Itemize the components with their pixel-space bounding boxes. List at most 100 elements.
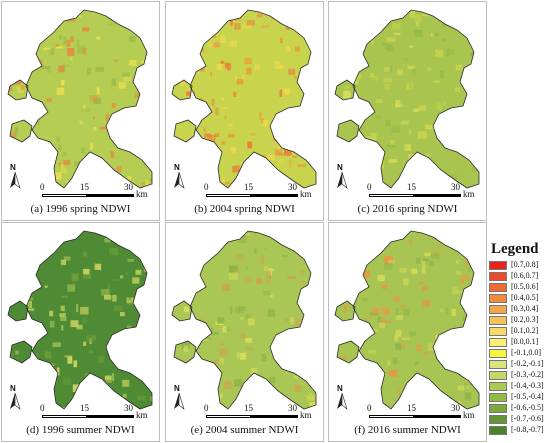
- legend-item: [0.7,0.8]: [489, 260, 549, 271]
- island-outline: [9, 119, 33, 143]
- legend-title: Legend: [491, 241, 539, 257]
- panel-caption: (c) 2016 spring NDWI: [357, 203, 458, 215]
- scale-bar-graphic: [206, 194, 298, 197]
- scale-tick-label: 30: [451, 403, 460, 413]
- ndwi-map: [334, 230, 480, 410]
- scale-unit: km: [136, 410, 148, 420]
- panel-caption: (e) 2004 summer NDWI: [190, 424, 299, 436]
- legend-label: [-0.1,0.0]: [511, 348, 541, 357]
- scale-tick-label: 30: [288, 182, 297, 192]
- scale-bar: 0 15 30 km: [367, 403, 475, 427]
- legend-item: [-0.1,0.0]: [489, 348, 549, 359]
- study-area-outline: [189, 9, 317, 189]
- legend-swatch: [489, 272, 507, 281]
- map-panel-6: N 0 15 30 km (f) 2016 summer NDWI: [328, 222, 487, 442]
- scale-tick-label: 0: [367, 182, 372, 192]
- scale-bar: 0 15 30 km: [40, 403, 148, 427]
- legend-swatch: [489, 426, 507, 435]
- legend-swatch: [489, 316, 507, 325]
- north-arrow-icon: N: [335, 384, 349, 411]
- scale-tick-label: 15: [244, 403, 253, 413]
- north-arrow-icon: N: [172, 384, 186, 411]
- legend-item: [0.2,0.3]: [489, 315, 549, 326]
- legend-item: [-0.7,-0.6]: [489, 414, 549, 425]
- legend-item: [0.5,0.6]: [489, 282, 549, 293]
- legend-swatch: [489, 404, 507, 413]
- legend-item: [-0.6,-0.5]: [489, 403, 549, 414]
- legend-label: [0.2,0.3]: [511, 315, 539, 324]
- legend-label: [-0.7,-0.6]: [511, 414, 544, 423]
- legend: Legend [0.7,0.8] [0.6,0.7] [0.5,0.6] [0.4,0…: [487, 237, 549, 442]
- north-arrow-icon: N: [8, 384, 22, 411]
- island-outline: [173, 119, 197, 143]
- scale-tick-label: 15: [407, 403, 416, 413]
- legend-item: [-0.3,-0.2]: [489, 370, 549, 381]
- scale-bar-graphic: [42, 415, 134, 418]
- ndwi-map: [7, 230, 153, 410]
- north-arrow-icon: N: [335, 163, 349, 190]
- scale-bar-graphic: [206, 415, 298, 418]
- legend-item: [0.6,0.7]: [489, 271, 549, 282]
- north-label: N: [10, 384, 16, 393]
- legend-item: [-0.4,-0.3]: [489, 381, 549, 392]
- ndwi-map: [7, 9, 153, 189]
- legend-item: [-0.5,-0.4]: [489, 392, 549, 403]
- legend-item: [0.0,0.1]: [489, 337, 549, 348]
- legend-swatch: [489, 371, 507, 380]
- island-outline: [334, 300, 356, 322]
- map-panel-1: N 0 15 30 km (a) 1996 spring NDWI: [1, 1, 160, 221]
- study-area-outline: [25, 230, 153, 410]
- scale-tick-label: 30: [451, 182, 460, 192]
- ndwi-map: [171, 9, 317, 189]
- scale-tick-label: 15: [80, 182, 89, 192]
- north-label: N: [174, 163, 180, 172]
- study-area-outline: [25, 9, 153, 189]
- scale-bar-graphic: [42, 194, 134, 197]
- map-panel-4: N 0 15 30 km (d) 1996 summer NDWI: [1, 222, 160, 442]
- scale-tick-label: 0: [204, 182, 209, 192]
- legend-swatch: [489, 382, 507, 391]
- panel-caption: (f) 2016 summer NDWI: [354, 424, 461, 436]
- island-outline: [171, 79, 193, 101]
- scale-bar: 0 15 30 km: [204, 403, 312, 427]
- scale-tick-label: 0: [40, 182, 45, 192]
- legend-label: [0.0,0.1]: [511, 337, 539, 346]
- north-label: N: [174, 384, 180, 393]
- scale-tick-label: 30: [124, 182, 133, 192]
- legend-swatch: [489, 349, 507, 358]
- legend-label: [0.1,0.2]: [511, 326, 539, 335]
- legend-item: [-0.8,-0.7]: [489, 425, 549, 436]
- island-outline: [7, 79, 29, 101]
- legend-label: [-0.2,-0.1]: [511, 359, 544, 368]
- panel-caption: (a) 1996 spring NDWI: [30, 203, 131, 215]
- legend-swatch: [489, 294, 507, 303]
- scale-bar: 0 15 30 km: [40, 182, 148, 206]
- scale-bar-graphic: [369, 194, 461, 197]
- ndwi-map: [334, 9, 480, 189]
- north-label: N: [337, 384, 343, 393]
- legend-label: [-0.8,-0.7]: [511, 425, 544, 434]
- scale-unit: km: [463, 410, 475, 420]
- island-outline: [334, 79, 356, 101]
- legend-label: [-0.4,-0.3]: [511, 381, 544, 390]
- scale-tick-label: 0: [40, 403, 45, 413]
- study-area-outline: [352, 9, 480, 189]
- north-arrow-icon: N: [8, 163, 22, 190]
- study-area-outline: [352, 230, 480, 410]
- scale-unit: km: [136, 189, 148, 199]
- map-panel-3: N 0 15 30 km (c) 2016 spring NDWI: [328, 1, 487, 221]
- legend-swatch: [489, 415, 507, 424]
- island-outline: [173, 340, 197, 364]
- scale-unit: km: [463, 189, 475, 199]
- panel-caption: (b) 2004 spring NDWI: [194, 203, 295, 215]
- ndwi-map: [171, 230, 317, 410]
- north-label: N: [337, 163, 343, 172]
- island-outline: [336, 119, 360, 143]
- island-outline: [9, 340, 33, 364]
- legend-swatch: [489, 283, 507, 292]
- scale-bar: 0 15 30 km: [204, 182, 312, 206]
- legend-label: [-0.5,-0.4]: [511, 392, 544, 401]
- scale-tick-label: 0: [367, 403, 372, 413]
- legend-label: [0.4,0.5]: [511, 293, 539, 302]
